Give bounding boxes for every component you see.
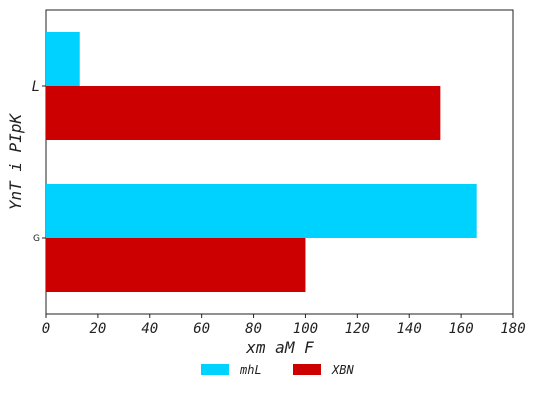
bar-XBN-G	[46, 238, 306, 292]
legend: mhL XBN	[201, 363, 354, 377]
bar-XBN-L	[46, 86, 441, 140]
legend-swatch	[201, 364, 229, 375]
x-tick-label: 0	[42, 321, 50, 337]
x-axis-title: xm aM F	[245, 338, 314, 357]
x-tick-label: 20	[89, 321, 106, 337]
x-tick-label: 140	[397, 321, 422, 337]
legend-swatch	[293, 364, 321, 375]
y-axis-categories: LG	[32, 79, 46, 244]
y-axis-title: YnT i PIpK	[6, 112, 25, 210]
y-category-label: L	[32, 79, 40, 95]
y-category-label: G	[33, 234, 40, 244]
legend-label: XBN	[331, 363, 354, 377]
x-tick-label: 100	[293, 321, 318, 337]
bar-mhL-L	[46, 32, 80, 86]
x-tick-label: 120	[345, 321, 370, 337]
bars-group	[46, 32, 477, 292]
x-tick-label: 40	[141, 321, 158, 337]
x-tick-label: 180	[500, 321, 525, 337]
x-tick-label: 60	[193, 321, 210, 337]
x-tick-label: 80	[245, 321, 262, 337]
x-axis-ticks: 0 20 40 60 80 100 120 140 160 180	[42, 314, 526, 337]
x-tick-label: 160	[448, 321, 473, 337]
bar-mhL-G	[46, 184, 477, 238]
legend-label: mhL	[239, 363, 262, 377]
